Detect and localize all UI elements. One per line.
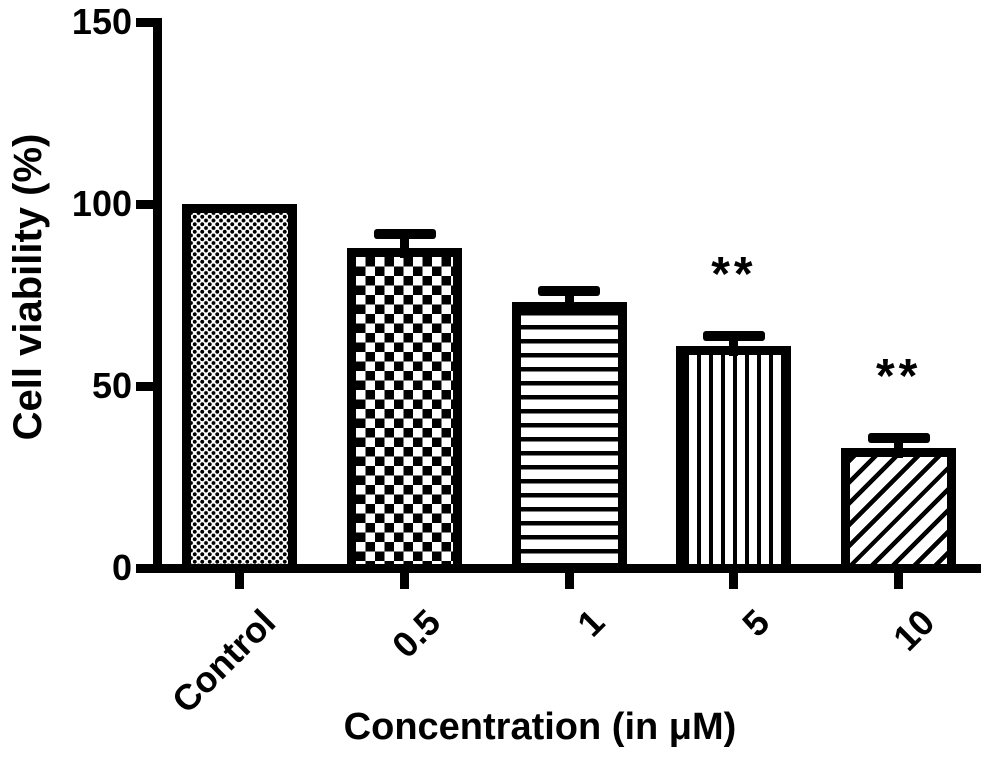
significance-marker: ** — [875, 350, 922, 404]
error-bar-cap — [867, 433, 930, 444]
bar-10 — [841, 447, 957, 573]
y-tick — [136, 17, 153, 27]
x-tick-label: 10 — [884, 601, 942, 659]
significance-marker: ** — [711, 248, 757, 302]
y-axis-title: Cell viability (%) — [6, 133, 50, 441]
error-bar-stem — [400, 238, 410, 258]
x-axis-title: Concentration (in μM) — [343, 706, 737, 748]
x-axis-line — [153, 564, 981, 573]
error-bar-stem — [729, 340, 739, 356]
x-tick — [729, 573, 739, 589]
y-tick-label: 100 — [71, 183, 132, 224]
bar-control — [182, 204, 298, 573]
y-tick-label: 0 — [111, 547, 132, 588]
bar-5 — [676, 345, 792, 573]
x-tick-label: 0.5 — [383, 601, 448, 666]
x-tick-label: 5 — [734, 601, 778, 645]
y-tick-label: 50 — [91, 365, 132, 406]
bar-1 — [511, 302, 627, 573]
error-bar-stem — [564, 294, 574, 313]
y-tick — [136, 563, 153, 573]
x-tick — [235, 573, 245, 589]
bar-0.5 — [347, 247, 463, 573]
error-bar-cap — [538, 285, 601, 296]
error-bar-cap — [702, 331, 765, 342]
x-tick — [564, 573, 574, 589]
x-tick-label: Control — [163, 601, 284, 721]
y-tick — [136, 381, 153, 391]
x-tick — [400, 573, 410, 589]
y-tick-label: 150 — [71, 1, 132, 42]
y-axis-line — [153, 18, 162, 573]
x-tick-label: 1 — [569, 601, 613, 645]
x-tick — [894, 573, 904, 589]
error-bar-cap — [373, 229, 436, 240]
error-bar-stem — [894, 442, 904, 458]
y-tick — [136, 199, 153, 209]
